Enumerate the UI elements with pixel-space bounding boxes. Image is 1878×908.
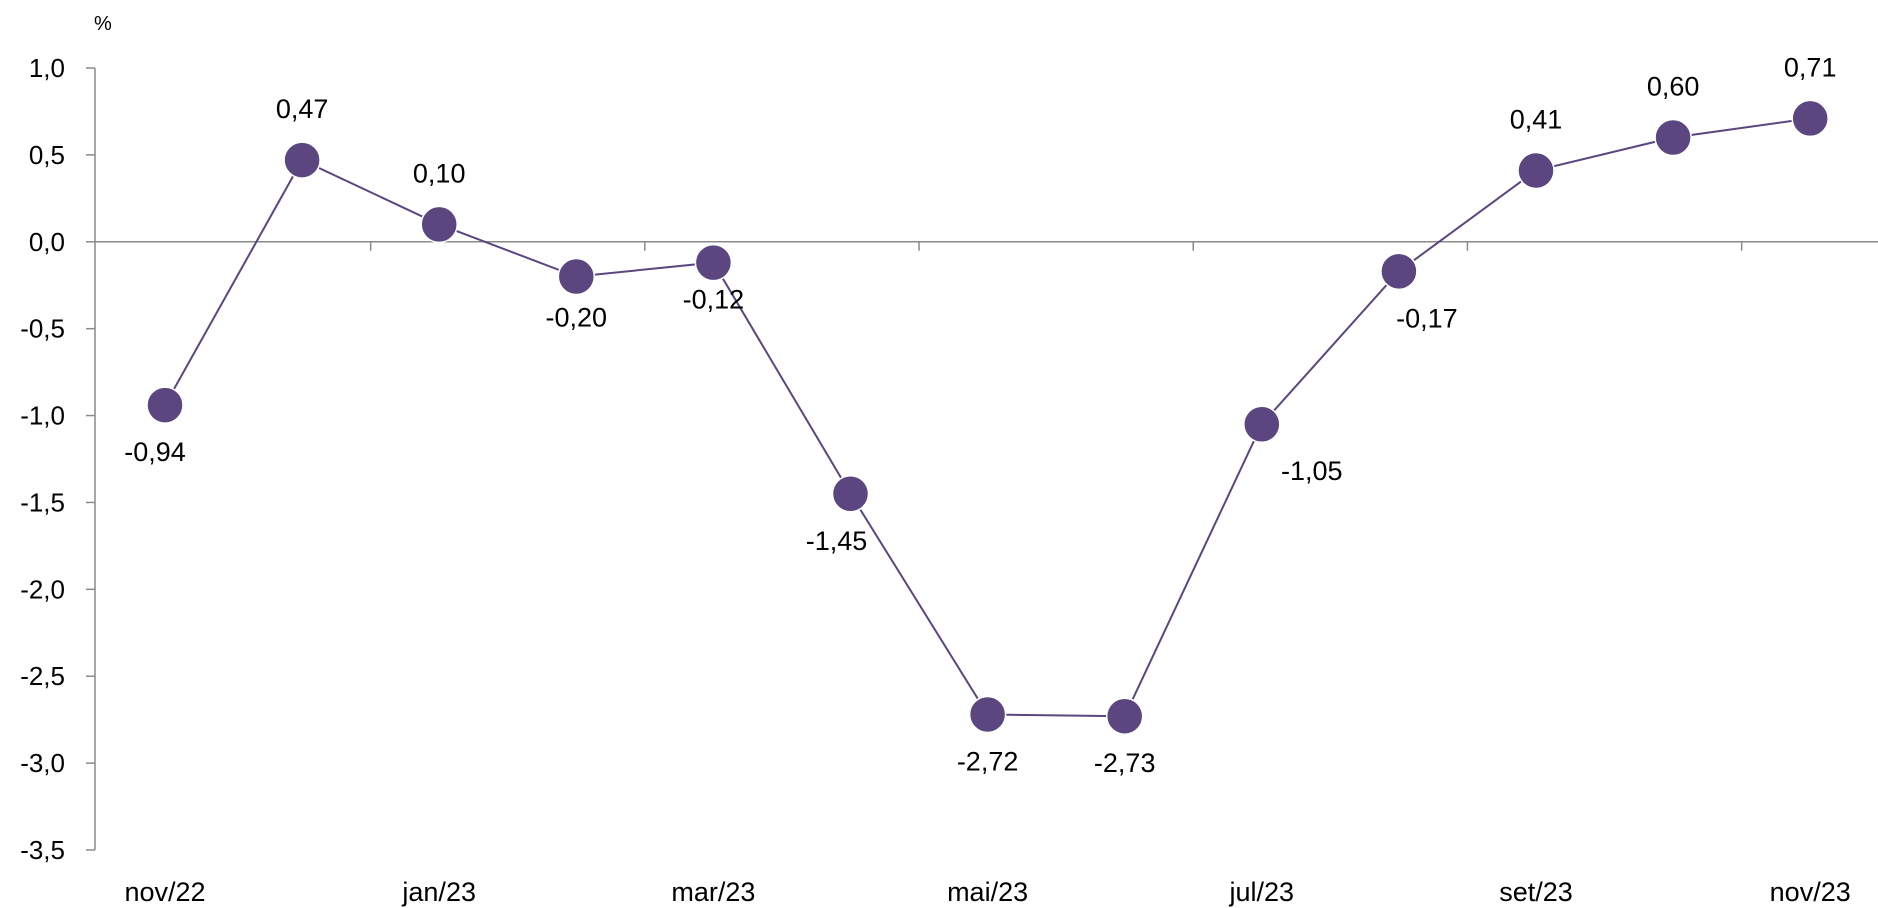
x-tick-label: mar/23: [671, 877, 755, 907]
data-label: 0,47: [276, 94, 329, 124]
data-label: -0,94: [124, 437, 186, 467]
x-axis: nov/22 jan/23 mar/23 mai/23 jul/23 set/23 nov/…: [95, 241, 1878, 907]
data-point: [1791, 99, 1829, 138]
x-tick-label: jul/23: [1229, 877, 1295, 907]
data-label: -2,72: [957, 746, 1019, 776]
data-labels: -0,94 0,47 0,10 -0,20 -0,12 -1,45 -2,72 -2,73 -1…: [124, 52, 1836, 778]
y-tick-label: -0,5: [20, 314, 65, 344]
y-unit-label: %: [94, 13, 112, 35]
data-label: -0,17: [1396, 303, 1458, 333]
data-point: [1105, 697, 1144, 735]
data-point: [420, 205, 458, 244]
data-point: [1380, 252, 1418, 291]
y-tick-label: -3,0: [20, 748, 65, 778]
x-tick-label: nov/22: [124, 877, 205, 907]
y-tick-label: 0,5: [29, 140, 65, 170]
data-point: [1654, 118, 1692, 157]
data-point: [1243, 405, 1281, 443]
data-point: [557, 257, 596, 296]
series-line-path: [164, 117, 1811, 718]
data-points: [146, 99, 1829, 735]
data-point: [831, 475, 870, 513]
y-tick-label: -3,5: [20, 835, 65, 865]
data-label: -0,20: [546, 303, 608, 333]
data-label: -2,73: [1094, 748, 1156, 778]
y-tick-label: 1,0: [29, 53, 65, 83]
data-label: -0,12: [683, 285, 745, 315]
data-label: 0,10: [413, 158, 466, 188]
data-point: [146, 386, 184, 424]
data-label: 0,71: [1784, 52, 1837, 82]
x-tick-label: jan/23: [401, 877, 476, 907]
y-tick-label: -1,0: [20, 401, 65, 431]
data-label: 0,41: [1510, 105, 1563, 135]
x-tick-label: set/23: [1499, 877, 1573, 907]
data-label: -1,45: [806, 526, 868, 556]
x-tick-label: nov/23: [1770, 877, 1851, 907]
y-tick-label: -2,5: [20, 661, 65, 691]
data-point: [283, 141, 321, 179]
data-point: [968, 695, 1007, 734]
data-label: 0,60: [1647, 72, 1700, 102]
y-tick-label: -2,0: [20, 574, 65, 604]
series-line: [164, 117, 1811, 718]
data-label: -1,05: [1281, 456, 1343, 486]
x-tick-label: mai/23: [947, 877, 1028, 907]
data-point: [1517, 151, 1555, 190]
y-tick-label: 0,0: [29, 227, 65, 257]
y-tick-label: -1,5: [20, 487, 65, 517]
data-point: [694, 243, 733, 282]
y-axis: 1,0 0,5 0,0 -0,5 -1,0 -1,5 -2,0 -2,5 -3,0 -3,5: [20, 53, 96, 865]
